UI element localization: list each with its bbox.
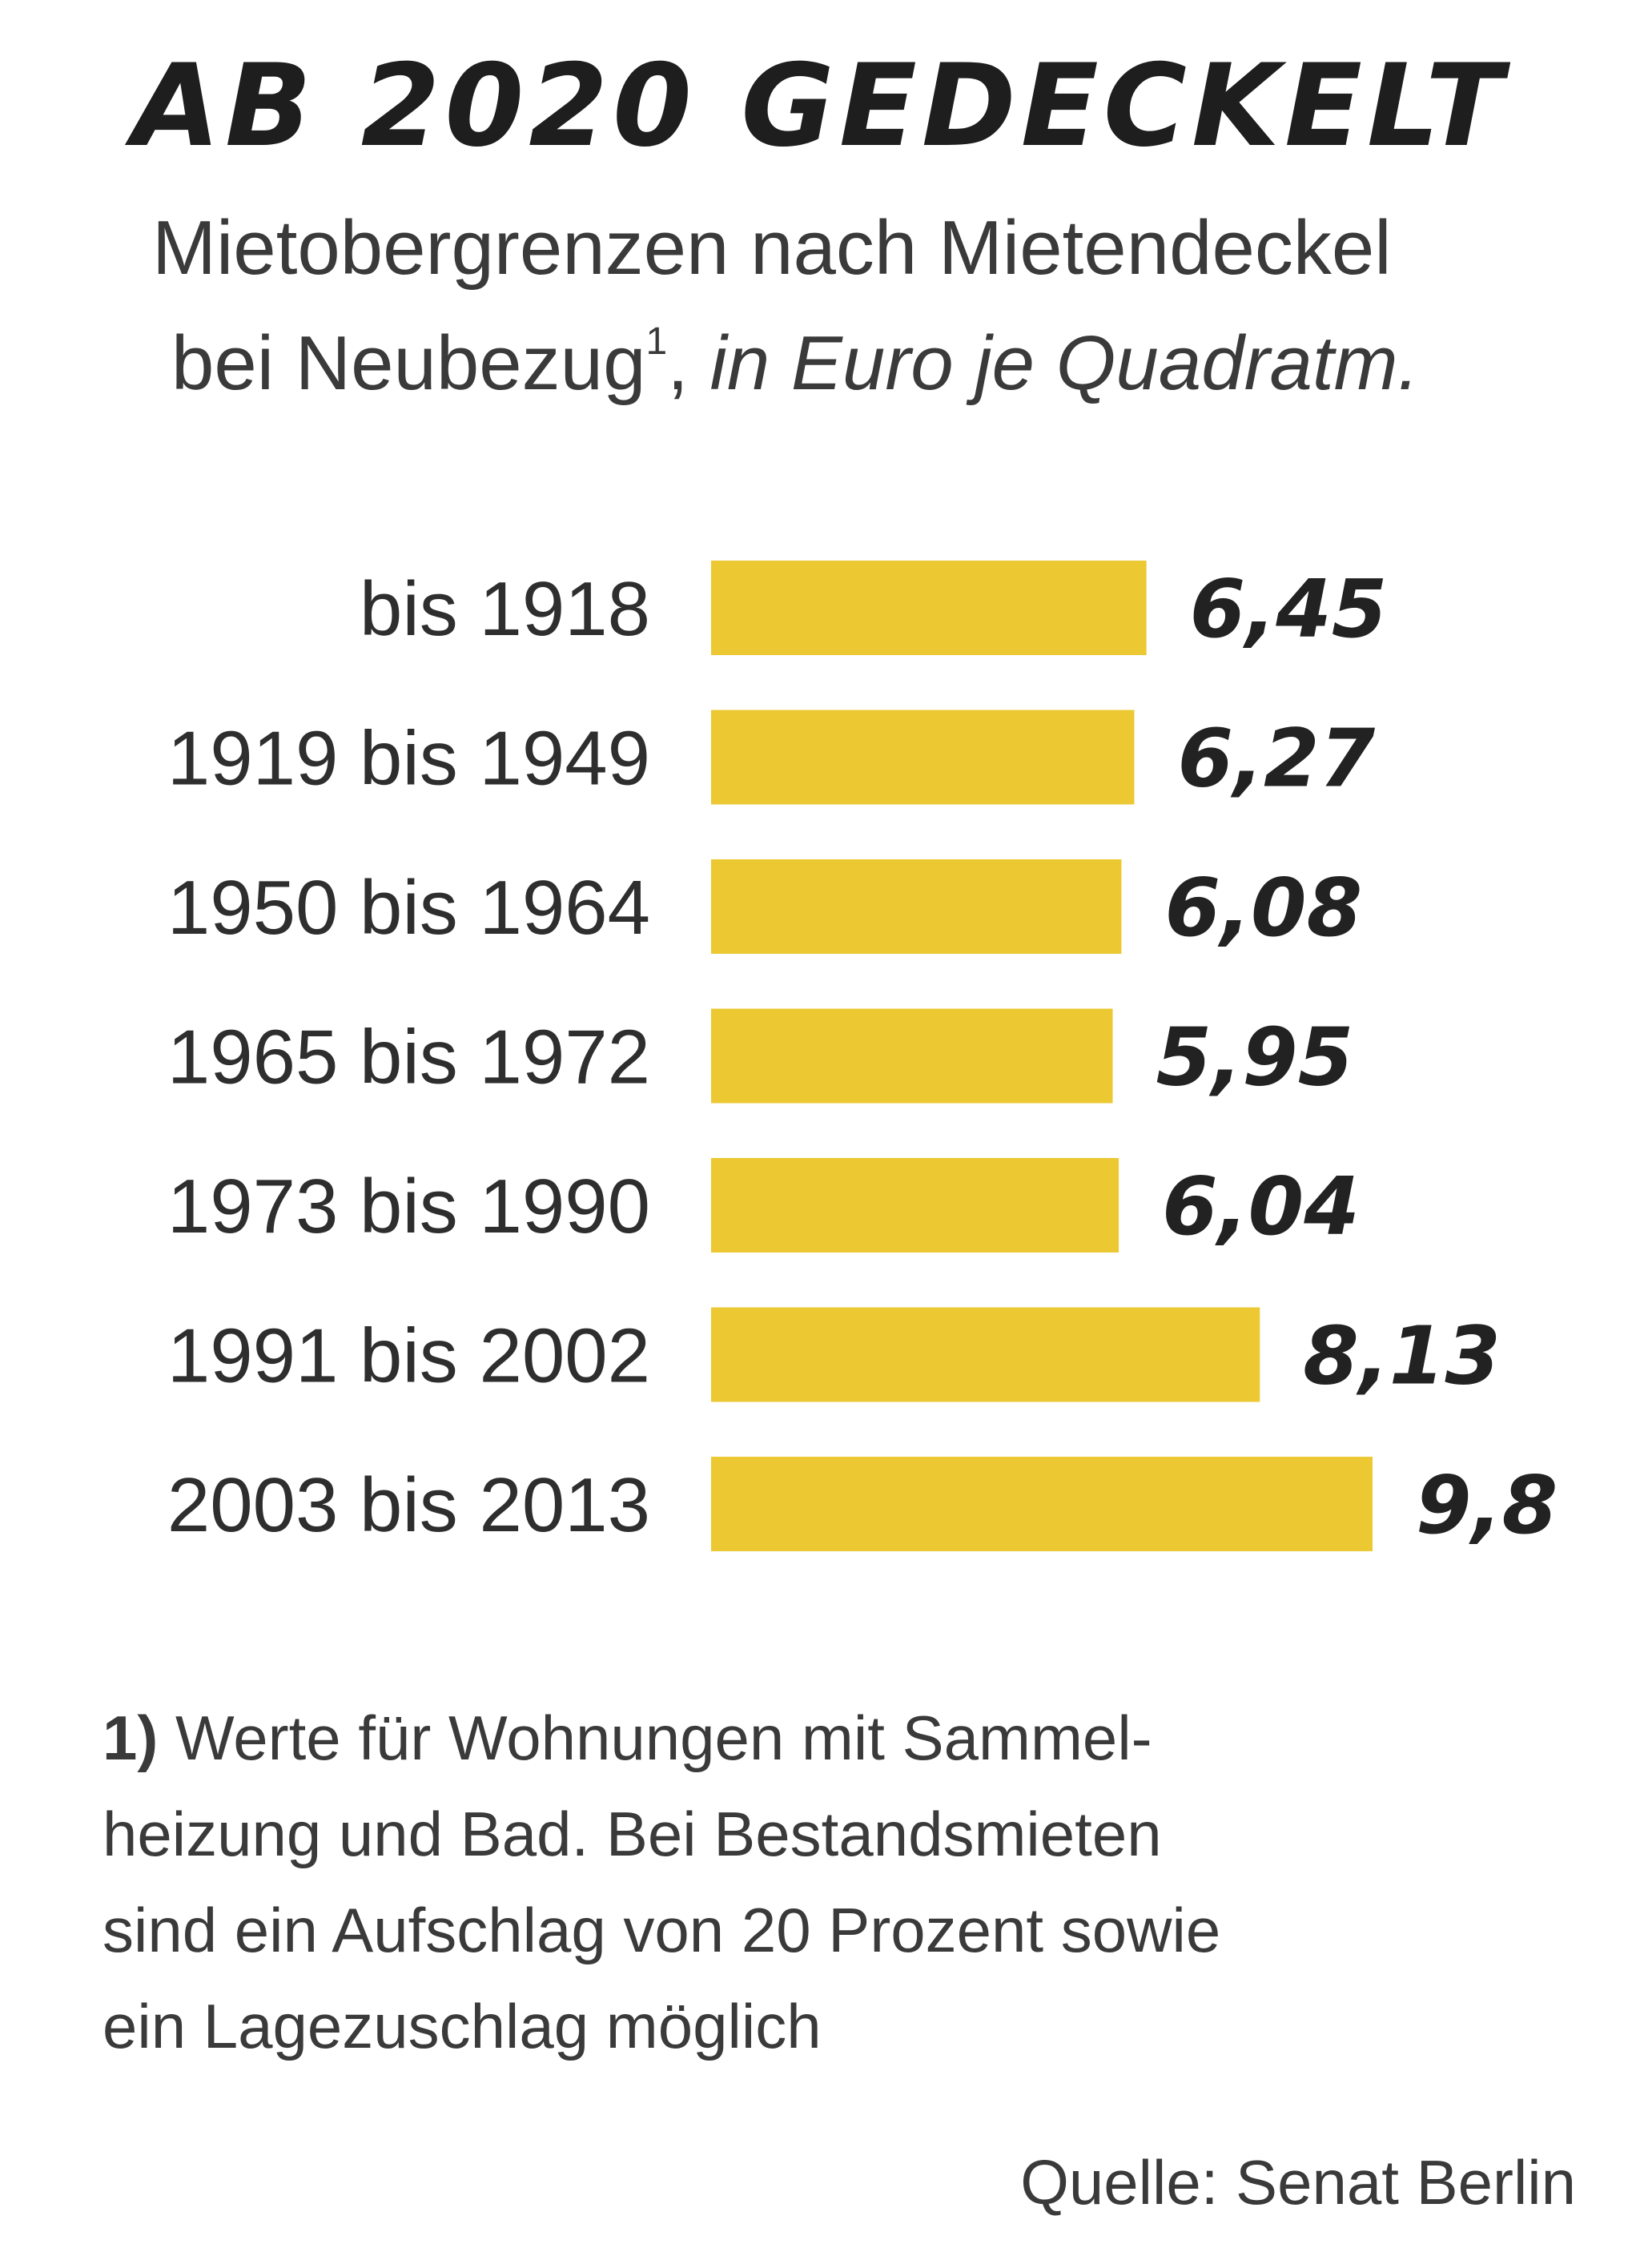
category-label: 1973 bis 1990 (167, 1164, 650, 1249)
source-credit: Quelle: Senat Berlin (1020, 2147, 1576, 2218)
footnote-line-2: heizung und Bad. Bei Bestandsmieten (102, 1799, 1162, 1869)
category-label: 1965 bis 1972 (167, 1015, 650, 1100)
bar (711, 710, 1135, 805)
footnote-line-1: 1) Werte für Wohnungen mit Sammel- (102, 1690, 1544, 1786)
bar (711, 1307, 1260, 1402)
value-label: 6,04 (1162, 1160, 1360, 1253)
subtitle-footnote-marker: 1 (645, 320, 668, 363)
category-label: 1991 bis 2002 (167, 1313, 650, 1399)
value-label: 6,08 (1164, 861, 1362, 955)
value-label: 6,27 (1177, 712, 1375, 806)
category-label: bis 1918 (360, 566, 650, 652)
bar (711, 1008, 1113, 1104)
subtitle-line2-text: bei Neubezug (171, 320, 646, 406)
footnote-marker: 1) (102, 1703, 159, 1773)
subtitle-line1: Mietobergrenzen nach Mietendeckel (152, 205, 1392, 291)
subtitle-unit: in Euro je Quadratm. (709, 320, 1420, 406)
footnote-line-3: sind ein Aufschlag von 20 Prozent sowie (102, 1895, 1221, 1965)
footnote: 1) Werte für Wohnungen mit Sammel- heizu… (102, 1690, 1544, 2074)
subtitle-separator: , (667, 320, 710, 406)
chart-subtitle: Mietobergrenzen nach Mietendeckel bei Ne… (152, 191, 1594, 421)
footnote-text-1: Werte für Wohnungen mit Sammel- (158, 1703, 1152, 1773)
subtitle-line2: bei Neubezug1, in Euro je Quadratm. (171, 306, 1594, 421)
bar (711, 1158, 1119, 1253)
footnote-line-4: ein Lagezuschlag möglich (102, 1991, 822, 2061)
value-label: 9,8 (1416, 1458, 1558, 1552)
value-label: 6,45 (1190, 562, 1388, 656)
bar (711, 1457, 1373, 1551)
category-label: 2003 bis 2013 (167, 1462, 650, 1548)
category-label: 1919 bis 1949 (167, 716, 650, 802)
value-label: 8,13 (1303, 1309, 1501, 1403)
bar (711, 561, 1147, 655)
category-label: 1950 bis 1964 (167, 865, 650, 951)
value-label: 5,95 (1156, 1011, 1354, 1104)
bar (711, 859, 1122, 954)
chart-title: AB 2020 GEDECKELT (132, 40, 1508, 172)
